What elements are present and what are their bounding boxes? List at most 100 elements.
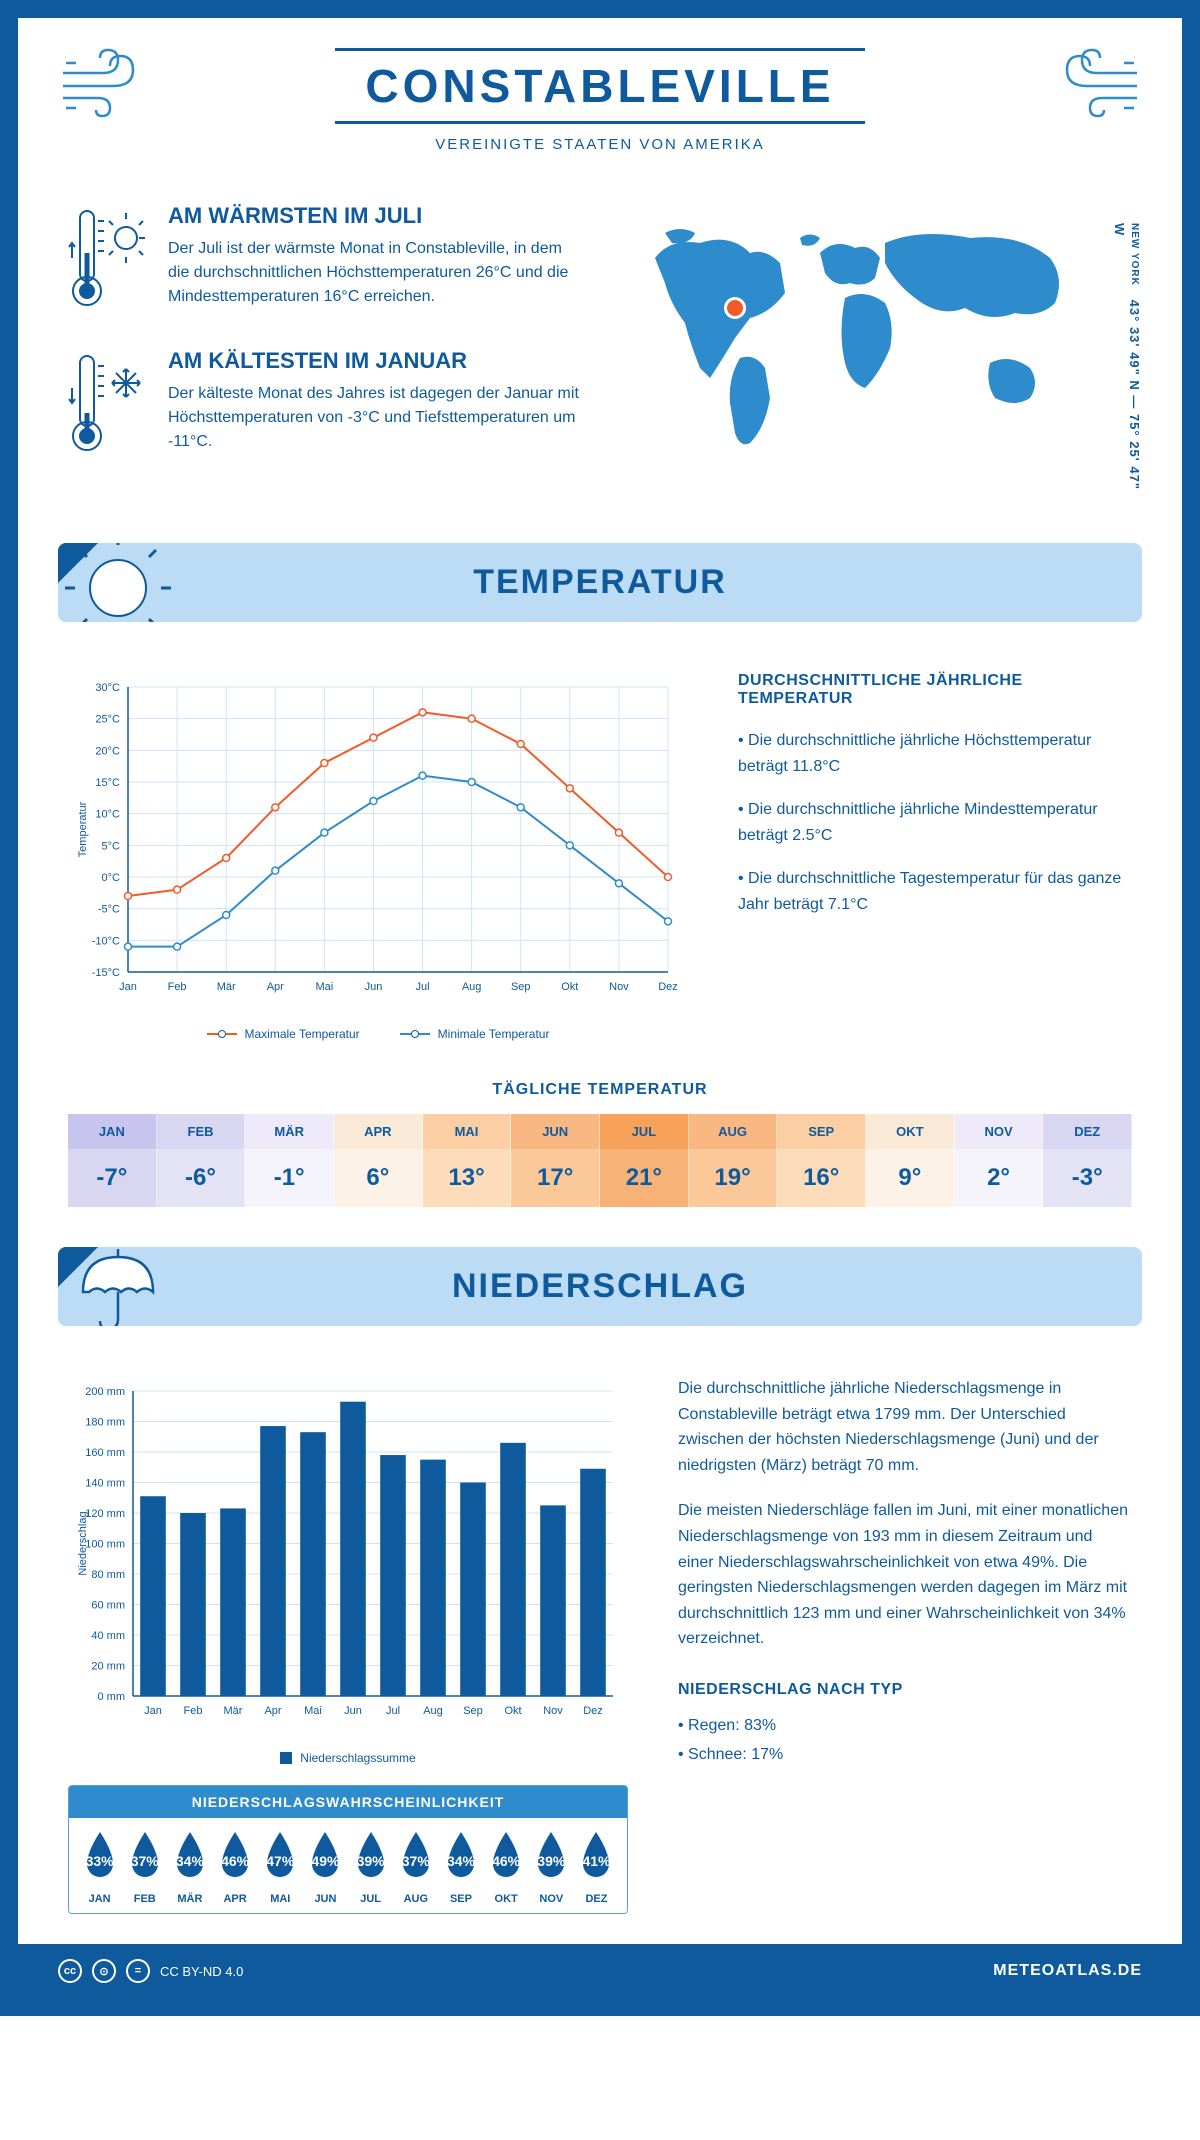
- temp-info-line1: • Die durchschnittliche jährliche Höchst…: [738, 728, 1132, 779]
- precipitation-left: 0 mm 20 mm 40 mm 60 mm 80 mm 100 mm 120 mm 140 …: [68, 1376, 628, 1914]
- thermometer-sun-icon: [68, 203, 148, 318]
- warmest-title: AM WÄRMSTEN IM JULI: [168, 203, 580, 229]
- svg-text:40 mm: 40 mm: [91, 1630, 125, 1642]
- svg-text:Feb: Feb: [184, 1705, 203, 1717]
- svg-text:Apr: Apr: [267, 981, 284, 993]
- svg-text:-15°C: -15°C: [92, 967, 120, 979]
- temp-cell: JAN -7°: [68, 1114, 157, 1207]
- temp-info-line3: • Die durchschnittliche Tagestemperatur …: [738, 866, 1132, 917]
- svg-text:15°C: 15°C: [95, 777, 120, 789]
- svg-text:100 mm: 100 mm: [85, 1539, 125, 1551]
- svg-text:Dez: Dez: [658, 981, 678, 993]
- temperature-chart: -15°C-10°C-5°C0°C5°C10°C15°C20°C25°C30°C…: [68, 672, 688, 1041]
- precip-type1: • Regen: 83%: [678, 1713, 1132, 1739]
- svg-text:60 mm: 60 mm: [91, 1600, 125, 1612]
- prob-cell: 34% MÄR: [167, 1830, 212, 1905]
- nd-icon: =: [126, 1959, 150, 1983]
- daily-temp-title: TÄGLICHE TEMPERATUR: [18, 1081, 1182, 1099]
- svg-text:-5°C: -5°C: [98, 904, 120, 916]
- temp-cell: AUG 19°: [689, 1114, 778, 1207]
- svg-text:Jan: Jan: [119, 981, 137, 993]
- svg-text:Nov: Nov: [543, 1705, 563, 1717]
- svg-text:Jun: Jun: [344, 1705, 362, 1717]
- svg-text:80 mm: 80 mm: [91, 1569, 125, 1581]
- svg-text:120 mm: 120 mm: [85, 1508, 125, 1520]
- svg-text:0 mm: 0 mm: [98, 1691, 126, 1703]
- temp-cell: JUL 21°: [600, 1114, 689, 1207]
- sun-icon: [63, 543, 173, 622]
- daily-temp-table: JAN -7° FEB -6° MÄR -1° APR 6° MAI 13° J…: [68, 1114, 1132, 1207]
- temp-cell: SEP 16°: [777, 1114, 866, 1207]
- probability-box: NIEDERSCHLAGSWAHRSCHEINLICHKEIT 33% JAN …: [68, 1785, 628, 1914]
- footer-site: METEOATLAS.DE: [993, 1962, 1142, 1980]
- svg-text:Sep: Sep: [511, 981, 531, 993]
- temp-legend: .legend-line::after{border-color:inherit…: [68, 1027, 688, 1041]
- svg-text:Apr: Apr: [264, 1705, 281, 1717]
- prob-cell: 46% OKT: [484, 1830, 529, 1905]
- intro-section: AM WÄRMSTEN IM JULI Der Juli ist der wär…: [18, 173, 1182, 523]
- prob-cell: 39% NOV: [529, 1830, 574, 1905]
- by-icon: ⊙: [92, 1959, 116, 1983]
- svg-text:20°C: 20°C: [95, 745, 120, 757]
- temperature-section: -15°C-10°C-5°C0°C5°C10°C15°C20°C25°C30°C…: [18, 642, 1182, 1071]
- svg-text:Feb: Feb: [168, 981, 187, 993]
- svg-text:20 mm: 20 mm: [91, 1661, 125, 1673]
- svg-text:Mär: Mär: [217, 981, 236, 993]
- warmest-block: AM WÄRMSTEN IM JULI Der Juli ist der wär…: [68, 203, 580, 318]
- svg-text:Sep: Sep: [463, 1705, 483, 1717]
- wind-icon-left: [58, 48, 158, 123]
- intro-left: AM WÄRMSTEN IM JULI Der Juli ist der wär…: [68, 203, 580, 493]
- temp-cell: OKT 9°: [866, 1114, 955, 1207]
- footer-license: cc ⊙ = CC BY-ND 4.0: [58, 1959, 243, 1983]
- prob-cell: 37% AUG: [393, 1830, 438, 1905]
- coldest-block: AM KÄLTESTEN IM JANUAR Der kälteste Mona…: [68, 348, 580, 463]
- svg-text:Nov: Nov: [609, 981, 629, 993]
- prob-cell: 34% SEP: [438, 1830, 483, 1905]
- temp-cell: MÄR -1°: [245, 1114, 334, 1207]
- precipitation-text: Die durchschnittliche jährliche Niedersc…: [678, 1376, 1132, 1914]
- svg-text:25°C: 25°C: [95, 714, 120, 726]
- temperature-banner: TEMPERATUR: [58, 543, 1142, 622]
- svg-text:180 mm: 180 mm: [85, 1417, 125, 1429]
- precip-type2: • Schnee: 17%: [678, 1742, 1132, 1768]
- precip-p1: Die durchschnittliche jährliche Niedersc…: [678, 1376, 1132, 1478]
- svg-text:Okt: Okt: [504, 1705, 521, 1717]
- temperature-info: DURCHSCHNITTLICHE JÄHRLICHE TEMPERATUR •…: [738, 672, 1132, 1041]
- thermometer-snow-icon: [68, 348, 148, 463]
- coordinates: NEW YORK 43° 33' 49" N — 75° 25' 47" W: [1112, 223, 1142, 493]
- svg-text:0°C: 0°C: [102, 872, 121, 884]
- svg-text:200 mm: 200 mm: [85, 1386, 125, 1398]
- svg-text:10°C: 10°C: [95, 809, 120, 821]
- country-subtitle: VEREINIGTE STAATEN VON AMERIKA: [58, 136, 1142, 153]
- world-map-area: NEW YORK 43° 33' 49" N — 75° 25' 47" W: [620, 203, 1132, 493]
- svg-text:Jul: Jul: [386, 1705, 400, 1717]
- footer: cc ⊙ = CC BY-ND 4.0 METEOATLAS.DE: [18, 1944, 1182, 1998]
- coldest-title: AM KÄLTESTEN IM JANUAR: [168, 348, 580, 374]
- precip-legend: Niederschlagssumme: [68, 1751, 628, 1765]
- svg-text:Mai: Mai: [304, 1705, 322, 1717]
- warmest-text: Der Juli ist der wärmste Monat in Consta…: [168, 237, 580, 309]
- cc-icon: cc: [58, 1959, 82, 1983]
- svg-text:Jun: Jun: [365, 981, 383, 993]
- prob-cell: 37% FEB: [122, 1830, 167, 1905]
- svg-text:Mär: Mär: [224, 1705, 243, 1717]
- wind-icon-right: [1042, 48, 1142, 123]
- svg-text:140 mm: 140 mm: [85, 1478, 125, 1490]
- header: CONSTABLEVILLE VEREINIGTE STAATEN VON AM…: [18, 18, 1182, 173]
- svg-text:Niederschlag: Niederschlag: [77, 1511, 89, 1575]
- svg-text:Okt: Okt: [561, 981, 578, 993]
- svg-text:5°C: 5°C: [102, 840, 121, 852]
- precip-type-title: NIEDERSCHLAG NACH TYP: [678, 1677, 1132, 1703]
- prob-cell: 33% JAN: [77, 1830, 122, 1905]
- temp-cell: DEZ -3°: [1043, 1114, 1132, 1207]
- svg-text:Dez: Dez: [583, 1705, 603, 1717]
- page-container: CONSTABLEVILLE VEREINIGTE STAATEN VON AM…: [0, 0, 1200, 2016]
- temp-info-line2: • Die durchschnittliche jährliche Mindes…: [738, 797, 1132, 848]
- svg-text:Temperatur: Temperatur: [77, 801, 89, 857]
- precipitation-banner: NIEDERSCHLAG: [58, 1247, 1142, 1326]
- temp-cell: FEB -6°: [157, 1114, 246, 1207]
- temp-info-title: DURCHSCHNITTLICHE JÄHRLICHE TEMPERATUR: [738, 672, 1132, 708]
- probability-title: NIEDERSCHLAGSWAHRSCHEINLICHKEIT: [69, 1786, 627, 1818]
- prob-cell: 49% JUN: [303, 1830, 348, 1905]
- svg-text:160 mm: 160 mm: [85, 1447, 125, 1459]
